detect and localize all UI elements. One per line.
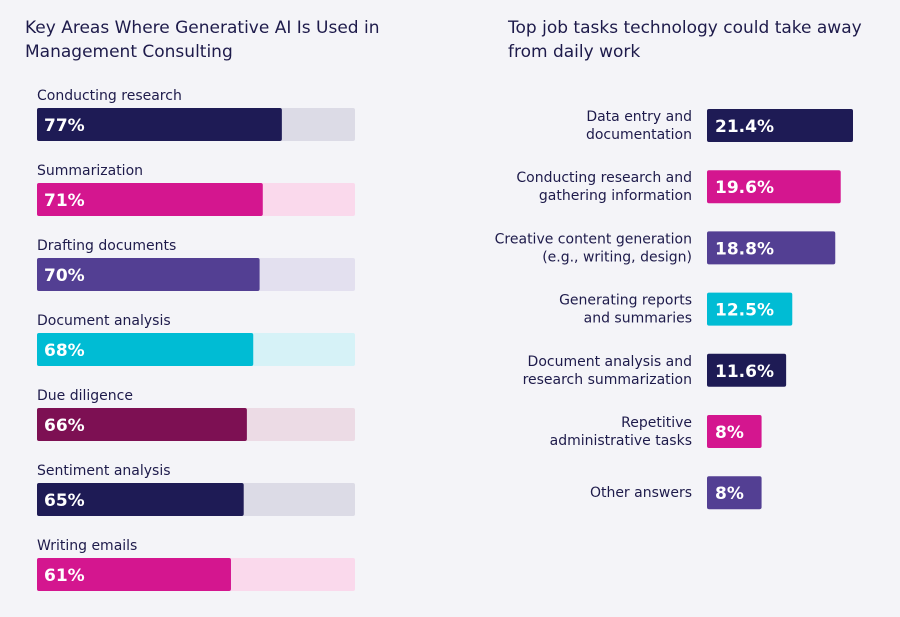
value-label: 66%: [44, 416, 85, 436]
category-label: gathering information: [539, 188, 692, 204]
category-label: Conducting research and: [516, 170, 692, 186]
category-label: Sentiment analysis: [37, 463, 171, 479]
value-label: 12.5%: [715, 301, 774, 321]
bar: [37, 333, 254, 366]
right-chart-title: from daily work: [508, 42, 640, 62]
value-label: 8%: [715, 423, 744, 443]
category-label: Conducting research: [37, 88, 182, 104]
bar: [37, 408, 247, 441]
value-label: 19.6%: [715, 178, 774, 198]
category-label: Summarization: [37, 163, 143, 179]
bar: [707, 109, 853, 142]
value-label: 11.6%: [715, 362, 774, 382]
category-label: Generating reports: [559, 293, 692, 309]
category-label: Repetitive: [621, 415, 692, 431]
value-label: 8%: [715, 484, 744, 504]
bar: [37, 183, 263, 216]
bar: [707, 415, 762, 448]
value-label: 77%: [44, 116, 85, 136]
value-label: 21.4%: [715, 117, 774, 137]
left-chart-title: Management Consulting: [25, 42, 233, 62]
category-label: administrative tasks: [550, 433, 692, 449]
category-label: Drafting documents: [37, 238, 176, 254]
category-label: Writing emails: [37, 538, 137, 554]
bar: [707, 292, 793, 326]
bar: [707, 353, 787, 387]
category-label: research summarization: [523, 372, 692, 388]
category-label: Document analysis and: [528, 354, 692, 370]
value-label: 65%: [44, 491, 85, 511]
left-chart: Key Areas Where Generative AI Is Used in…: [25, 18, 380, 591]
value-label: 18.8%: [715, 239, 774, 259]
value-label: 71%: [44, 191, 85, 211]
category-label: Other answers: [590, 485, 692, 501]
value-label: 68%: [44, 341, 85, 361]
category-label: Data entry and: [586, 109, 692, 125]
category-label: Due diligence: [37, 388, 133, 404]
value-label: 61%: [44, 566, 85, 586]
bar: [37, 483, 244, 516]
left-chart-title: Key Areas Where Generative AI Is Used in: [25, 18, 380, 38]
category-label: (e.g., writing, design): [542, 249, 692, 265]
bar: [37, 558, 231, 591]
category-label: Document analysis: [37, 313, 171, 329]
bar: [707, 231, 836, 265]
right-chart-title: Top job tasks technology could take away: [507, 18, 862, 38]
right-chart: Top job tasks technology could take away…: [495, 18, 862, 510]
bar: [37, 258, 260, 291]
category-label: Creative content generation: [495, 231, 692, 247]
category-label: documentation: [586, 127, 692, 143]
bar: [37, 108, 282, 141]
category-label: and summaries: [584, 311, 692, 327]
value-label: 70%: [44, 266, 85, 286]
bar: [707, 476, 762, 510]
bar: [707, 170, 841, 204]
